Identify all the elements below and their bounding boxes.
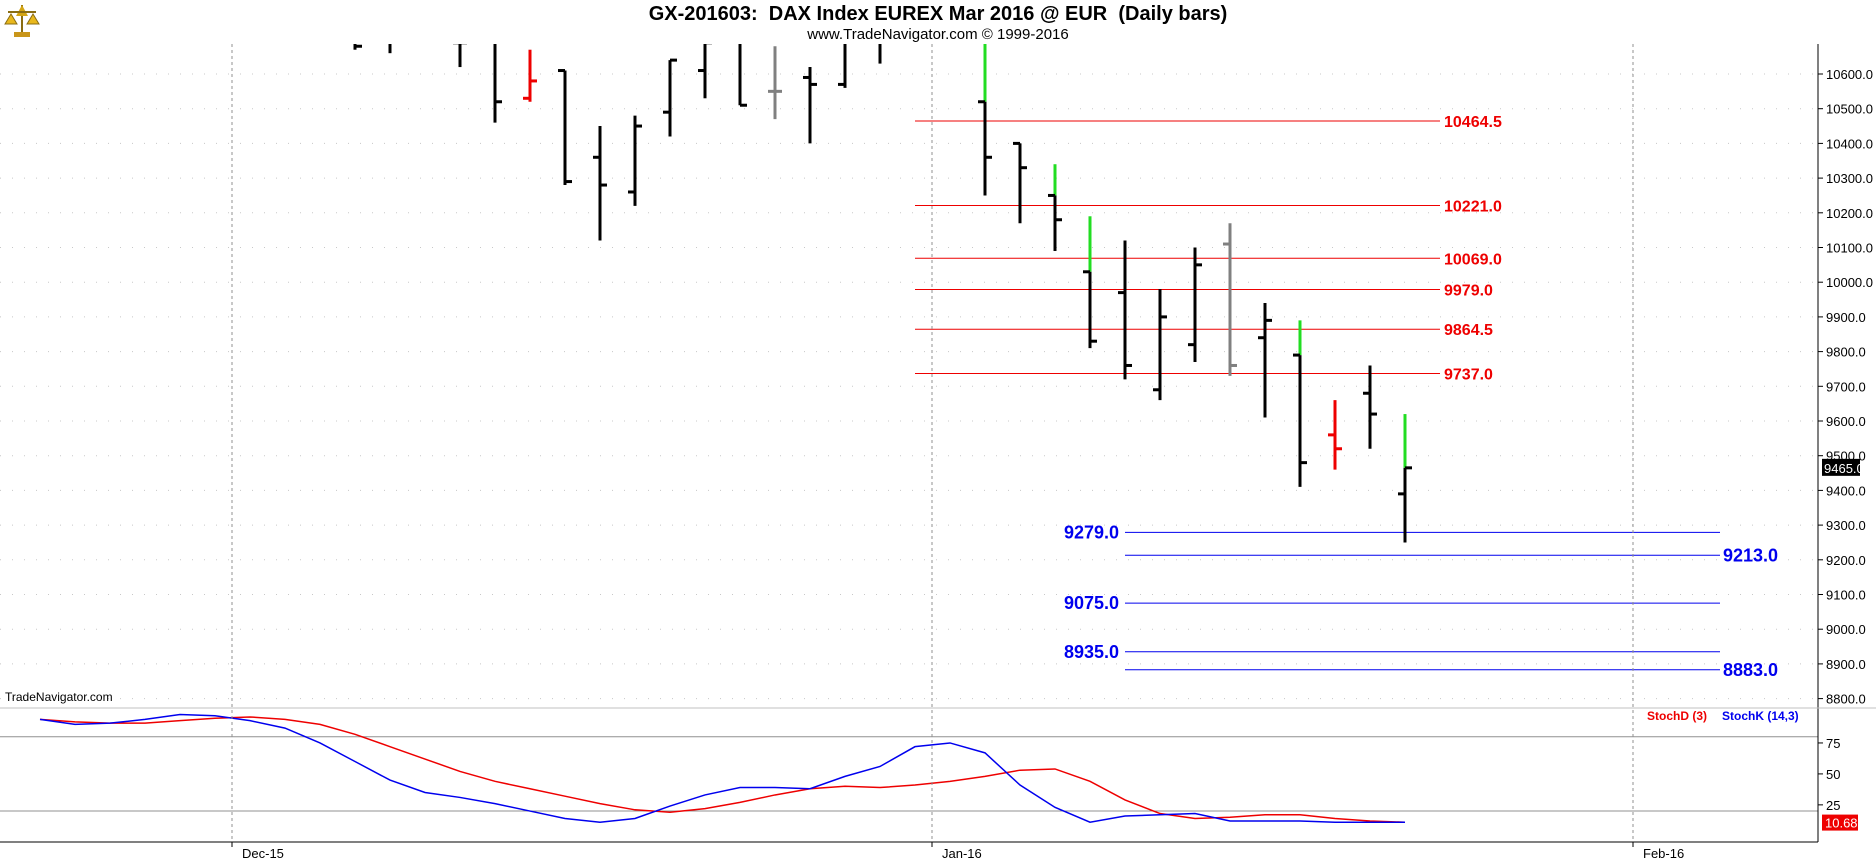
y-tick-label: 9300.0 [1826,518,1866,533]
y-tick-label: 10000.0 [1826,275,1873,290]
ohlc-bar [768,46,782,120]
ohlc-bar [628,115,642,206]
stoch-k-line [39,713,1405,823]
y-tick-label: 9400.0 [1826,483,1866,498]
y-tick-label: 9200.0 [1826,553,1866,568]
price-bars [353,44,1412,543]
last-price-box [1822,458,1860,476]
resistance-label: 10069.0 [1444,251,1502,268]
y-tick-label: 10300.0 [1826,171,1873,186]
x-tick-label: Dec-15 [242,846,284,861]
stoch-y-tick-label: 50 [1826,767,1840,782]
ohlc-bar [1223,223,1237,376]
resistance-label: 9864.5 [1444,322,1493,339]
grid-lines [0,73,1818,700]
support-label: 9075.0 [1064,593,1119,613]
ohlc-bar [523,49,537,102]
ohlc-bar [663,58,677,137]
ohlc-bar [698,44,712,99]
ohlc-bar [353,44,362,50]
y-tick-label: 10100.0 [1826,241,1873,256]
resistance-label: 10464.5 [1444,114,1502,131]
y-tick-label: 9000.0 [1826,622,1866,637]
ohlc-bar [738,44,747,107]
ohlc-bar [593,126,607,241]
axes: 8800.0 8900.0 9000.0 9100.0 9200.0 9300.0 9400… [0,44,1876,861]
support-label: 8935.0 [1064,642,1119,662]
ohlc-bar [558,69,572,186]
ohlc-bar [803,67,817,144]
trade-navigator-logo-icon [2,2,42,45]
chart-subtitle: www.TradeNavigator.com © 1999-2016 [807,26,1069,43]
legend-stoch-d: StochD (3) [1647,709,1707,723]
chart-title: GX-201603: DAX Index EUREX Mar 2016 @ EU… [648,3,1228,25]
stoch-y-tick-label: 75 [1826,736,1840,751]
ohlc-bar [388,44,392,54]
ohlc-bar [878,44,882,64]
ohlc-bar [1153,289,1167,401]
stoch-d-line [39,716,1406,823]
ohlc-bar [1398,414,1412,543]
stoch-last-value-label: 10.68 [1825,816,1858,831]
y-tick-label: 9900.0 [1826,310,1866,325]
y-tick-label: 9700.0 [1826,379,1866,394]
ohlc-bar [1328,400,1342,470]
y-tick-label: 10500.0 [1826,102,1873,117]
ohlc-bar [1118,240,1132,380]
x-tick-label: Jan-16 [942,846,982,861]
stochastic-panel: 25 50 75 StochD (3) StochK (14,3) 10.68 [0,709,1858,831]
ohlc-bar [1083,216,1097,349]
y-tick-label: 10200.0 [1826,206,1873,221]
ohlc-bar [838,44,847,88]
watermark: TradeNavigator.com [5,690,113,704]
ohlc-bar [493,44,502,123]
y-tick-label: 9600.0 [1826,414,1866,429]
ohlc-bar [1013,141,1027,224]
ohlc-bar [1188,247,1202,363]
last-price-label: 9465.0 [1824,461,1864,476]
stoch-y-tick-label: 25 [1826,798,1840,813]
ohlc-bar [1363,365,1377,449]
ohlc-bar [1293,320,1307,487]
y-tick-label: 10600.0 [1826,67,1873,82]
support-label: 8883.0 [1723,660,1778,680]
ohlc-bar [978,44,992,196]
chart-header: GX-201603: DAX Index EUREX Mar 2016 @ EU… [0,0,1876,44]
ohlc-bar [1258,303,1272,418]
resistance-label: 9737.0 [1444,366,1493,383]
ohlc-bar [453,44,467,68]
y-tick-label: 8800.0 [1826,692,1866,707]
price-levels: 10464.5 10221.0 10069.0 9979.0 9864.5 9737.0 9… [915,114,1778,680]
stoch-last-value-box [1822,814,1858,831]
legend-stoch-k: StochK (14,3) [1722,709,1799,723]
y-tick-label: 9800.0 [1826,345,1866,360]
ohlc-bar [1048,164,1062,251]
support-label: 9213.0 [1723,545,1778,565]
y-tick-label: 9100.0 [1826,588,1866,603]
resistance-label: 10221.0 [1444,199,1502,216]
support-label: 9279.0 [1064,522,1119,542]
x-tick-label: Feb-16 [1643,846,1684,861]
resistance-label: 9979.0 [1444,282,1493,299]
y-tick-label: 8900.0 [1826,657,1866,672]
y-tick-label: 10400.0 [1826,136,1873,151]
